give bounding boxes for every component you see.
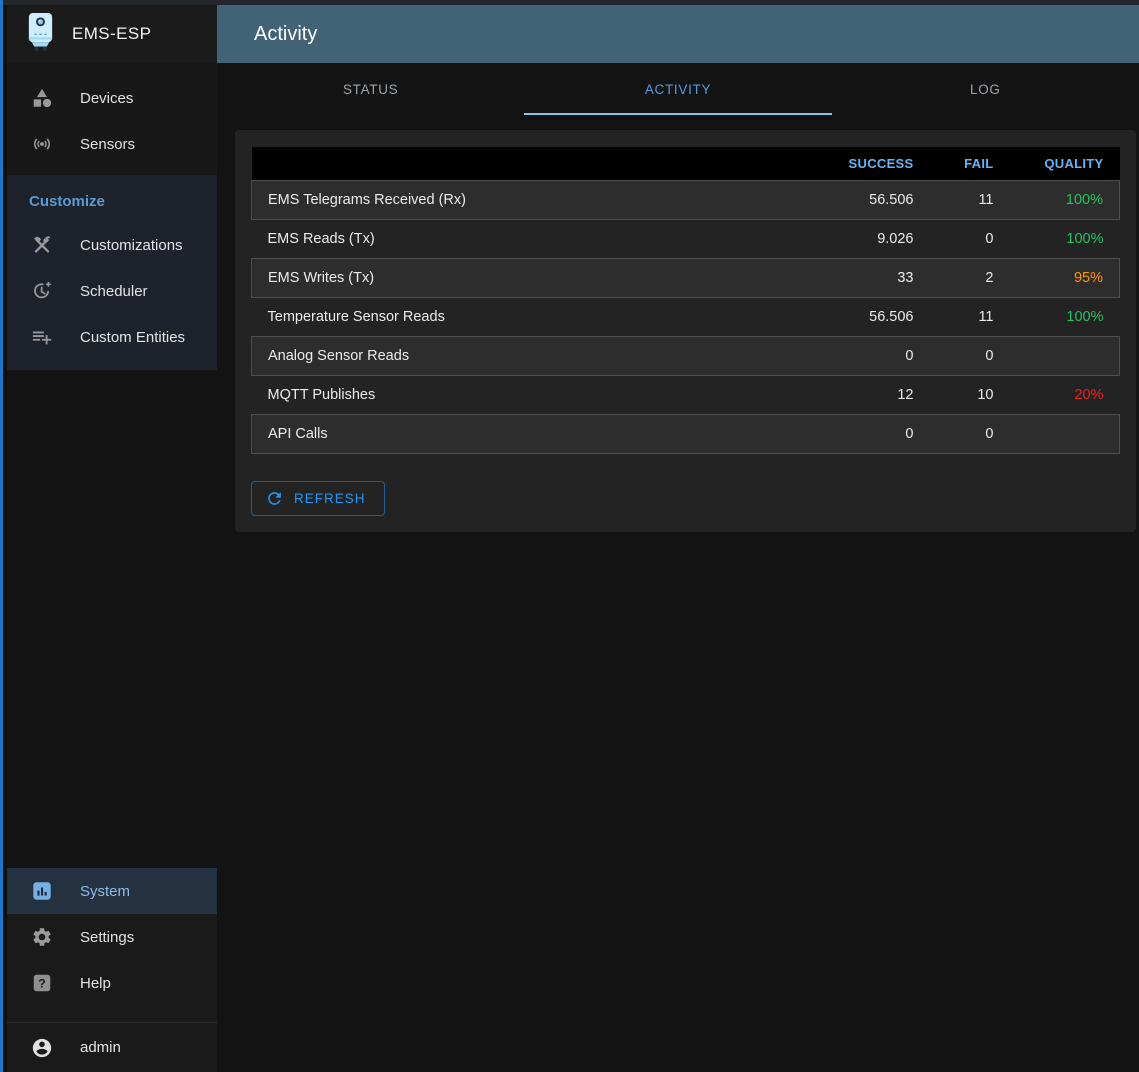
sidebar-item-devices[interactable]: Devices xyxy=(7,75,217,121)
tab-activity[interactable]: ACTIVITY xyxy=(524,63,832,115)
fail-cell: 2 xyxy=(929,257,1010,298)
table-header-row: SUCCESS FAIL QUALITY xyxy=(251,147,1120,180)
app-title: EMS-ESP xyxy=(72,24,152,43)
sidebar-item-sensors[interactable]: Sensors xyxy=(7,121,217,167)
sidebar-nav-bottom: System Settings ? Help xyxy=(7,868,217,1022)
account-circle-icon xyxy=(32,1038,52,1057)
sidebar-item-scheduler[interactable]: Scheduler xyxy=(7,268,217,314)
tools-icon xyxy=(34,236,51,253)
column-header-fail: FAIL xyxy=(929,147,1010,180)
page-title: Activity xyxy=(254,22,318,45)
table-row: API Calls 0 0 xyxy=(251,413,1120,454)
fail-cell: 0 xyxy=(929,413,1010,454)
sidebar-user-section: admin xyxy=(7,1022,217,1072)
fail-cell: 11 xyxy=(929,179,1010,220)
quality-cell: 20% xyxy=(1074,386,1104,403)
playlist-add-icon xyxy=(32,331,52,345)
sidebar-item-system[interactable]: System xyxy=(7,868,217,914)
appbar: Activity xyxy=(217,5,1139,63)
sidebar: EMS-ESP Devices xyxy=(7,5,217,1072)
table-row: EMS Reads (Tx) 9.026 0 100% xyxy=(251,219,1120,258)
sidebar-item-label: Scheduler xyxy=(80,282,148,300)
category-icon xyxy=(33,88,52,108)
tab-log[interactable]: LOG xyxy=(832,63,1139,115)
sidebar-item-custom-entities[interactable]: Custom Entities xyxy=(7,314,217,360)
sidebar-customize-section: Customize Customizations xyxy=(7,175,217,370)
refresh-button-label: REFRESH xyxy=(294,490,366,506)
main-area: Activity STATUS ACTIVITY LOG SUCCESS FAIL QU… xyxy=(217,5,1139,1072)
table-row: Analog Sensor Reads 0 0 xyxy=(251,335,1120,376)
sidebar-header: EMS-ESP xyxy=(7,5,217,63)
sidebar-item-label: Customizations xyxy=(80,236,183,254)
fail-cell: 11 xyxy=(978,308,994,325)
success-cell: 12 xyxy=(897,386,914,403)
analytics-icon xyxy=(33,882,51,900)
tab-status[interactable]: STATUS xyxy=(217,63,524,115)
sidebar-item-label: System xyxy=(80,882,131,900)
sidebar-item-help[interactable]: ? Help xyxy=(7,960,217,1006)
row-label: MQTT Publishes xyxy=(267,386,376,403)
quality-cell: 100% xyxy=(1066,308,1104,325)
tabbar: STATUS ACTIVITY LOG xyxy=(217,63,1139,115)
sidebar-item-label: Custom Entities xyxy=(80,328,186,346)
clock-plus-icon xyxy=(34,282,51,299)
quality-cell: 95% xyxy=(1009,257,1120,298)
fail-cell: 0 xyxy=(985,230,994,247)
table-row: EMS Telegrams Received (Rx) 56.506 11 100% xyxy=(251,179,1120,220)
column-header-quality: QUALITY xyxy=(1009,147,1120,180)
column-header-success: SUCCESS xyxy=(809,147,930,180)
success-cell: 9.026 xyxy=(877,230,914,247)
app-root: EMS-ESP Devices xyxy=(0,5,1139,1072)
table-row: MQTT Publishes 12 10 20% xyxy=(251,375,1120,414)
fail-cell: 10 xyxy=(977,386,994,403)
success-cell: 33 xyxy=(809,257,930,298)
window-edge-highlight xyxy=(0,0,3,1072)
sidebar-item-label: Settings xyxy=(80,928,135,946)
activity-table: SUCCESS FAIL QUALITY EMS Telegrams Receive… xyxy=(251,147,1120,454)
refresh-icon xyxy=(268,491,281,505)
sidebar-item-customizations[interactable]: Customizations xyxy=(7,222,217,268)
tab-label: STATUS xyxy=(342,81,399,97)
fail-cell: 0 xyxy=(929,335,1010,376)
row-label: EMS Reads (Tx) xyxy=(267,230,375,247)
column-header-name xyxy=(251,147,810,180)
table-row: Temperature Sensor Reads 56.506 11 100% xyxy=(251,297,1120,336)
boiler-logo-icon xyxy=(24,11,57,57)
activity-table-body: EMS Telegrams Received (Rx) 56.506 11 100% E… xyxy=(251,179,1120,454)
refresh-button[interactable]: REFRESH xyxy=(251,480,385,516)
sidebar-item-label: Devices xyxy=(80,89,134,107)
sidebar-item-label: Help xyxy=(80,974,111,992)
gear-icon xyxy=(33,928,51,946)
activity-card: SUCCESS FAIL QUALITY EMS Telegrams Receive… xyxy=(235,130,1136,532)
sidebar-spacer xyxy=(7,370,217,868)
tab-label: LOG xyxy=(970,81,1001,97)
tab-label: ACTIVITY xyxy=(644,81,712,97)
content: SUCCESS FAIL QUALITY EMS Telegrams Receive… xyxy=(217,115,1139,532)
row-label: Temperature Sensor Reads xyxy=(267,308,445,325)
quality-cell: 100% xyxy=(1066,230,1104,247)
row-label: EMS Telegrams Received (Rx) xyxy=(251,179,810,220)
row-label: API Calls xyxy=(251,413,810,454)
quality-cell xyxy=(1009,335,1120,376)
sidebar-user-label: admin xyxy=(80,1039,121,1056)
sensors-icon xyxy=(34,138,50,150)
success-cell: 56.506 xyxy=(869,308,914,325)
sidebar-item-admin[interactable]: admin xyxy=(7,1023,217,1072)
success-cell: 0 xyxy=(809,413,930,454)
quality-cell: 100% xyxy=(1009,179,1120,220)
success-cell: 56.506 xyxy=(809,179,930,220)
row-label: Analog Sensor Reads xyxy=(251,335,810,376)
sidebar-item-label: Sensors xyxy=(80,135,136,153)
row-label: EMS Writes (Tx) xyxy=(251,257,810,298)
success-cell: 0 xyxy=(809,335,930,376)
customize-section-label: Customize xyxy=(29,193,105,210)
sidebar-item-settings[interactable]: Settings xyxy=(7,914,217,960)
window-top-strip xyxy=(0,0,1139,5)
table-row: EMS Writes (Tx) 33 2 95% xyxy=(251,257,1120,298)
svg-text:?: ? xyxy=(38,977,46,991)
sidebar-nav-top: Devices Sensors xyxy=(7,63,217,175)
quality-cell xyxy=(1009,413,1120,454)
help-icon: ? xyxy=(33,974,51,992)
activity-table-head: SUCCESS FAIL QUALITY xyxy=(251,147,1120,180)
